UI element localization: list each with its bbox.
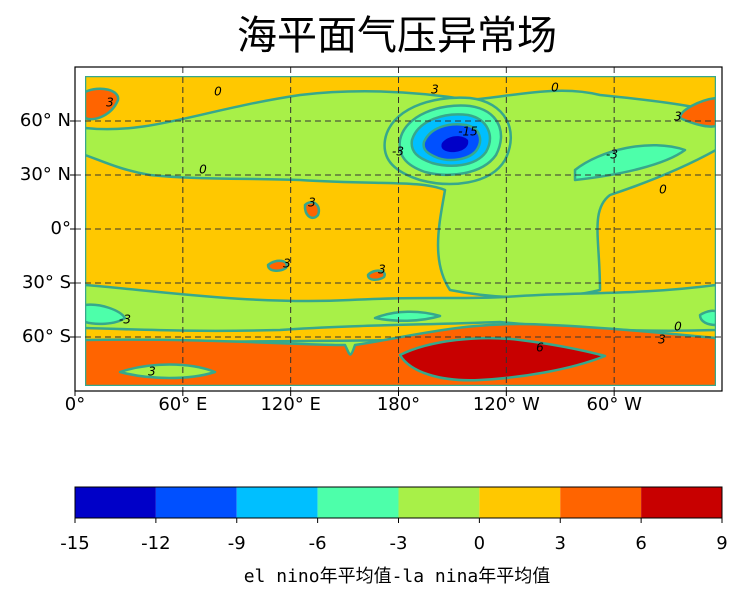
y-tick-label: 60° S [22,326,71,347]
colorbar-swatch [641,487,722,518]
y-tick-label: 30° S [22,272,71,293]
colorbar-tick-label: -9 [228,533,246,554]
map-frame [74,66,723,392]
contour-label: 3 [431,83,439,97]
contour-region [85,87,120,121]
contour-region [441,136,469,153]
contour-region [85,89,716,299]
colorbar-label: el nino年平均值-la nina年平均值 [244,566,551,587]
x-tick-label: 60° E [158,394,207,415]
contour-label: 3 [148,365,156,379]
x-tick-label: 180° [377,394,420,415]
contour-label: 0 [214,85,222,99]
contour-label: -15 [458,125,478,139]
colorbar-tick-label: 6 [635,533,646,554]
contour-region [266,259,288,272]
colorbar-tick-label: -6 [309,533,327,554]
colorbar-swatch [236,487,318,518]
colorbar-swatch [155,487,237,518]
contour-label: -3 [119,313,131,327]
contour-region [678,96,716,128]
colorbar-swatch [560,487,642,518]
colorbar-tick-label: 0 [474,533,485,554]
y-tick-label: 30° N [20,164,71,185]
colorbar-swatch [317,487,399,518]
y-tick-label: 60° N [20,110,71,131]
contour-region [398,336,607,382]
x-tick-label: 60° W [586,394,642,415]
colorbar-tick-label: -3 [390,533,408,554]
contour-label: 6 [536,341,544,355]
colorbar: -15 -12 -9 -6 -3 0 3 6 9 [60,486,728,554]
contour-label: 3 [106,96,114,110]
colorbar-swatch [479,487,561,518]
contour-label: 3 [378,263,386,277]
contour-label: 0 [199,163,207,177]
colorbar-swatch [75,487,156,518]
x-tick-label: 0° [65,394,85,415]
chart-title: 海平面气压异常场 [237,13,557,59]
colorbar-tick-label: -12 [141,533,170,554]
contour-region [85,303,127,326]
y-tick-label: 0° [51,218,71,239]
contour-label: 3 [658,333,666,347]
contour-region [573,143,687,182]
colorbar-tick-label: 9 [716,533,727,554]
x-tick-label: 120° W [473,394,540,415]
x-tick-label: 120° E [260,394,320,415]
contour-label: 0 [674,320,682,334]
contour-label: 3 [283,257,291,271]
contour-region [698,309,716,327]
map [85,76,716,386]
contour-label: 3 [308,196,316,210]
contour-region [373,310,442,323]
contour-label: 0 [551,81,559,95]
contour-label: -3 [606,148,618,162]
contour-region [366,269,386,281]
contour-label: 0 [659,183,667,197]
contour-region [85,283,716,333]
contour-region [303,200,321,220]
colorbar-tick-label: 3 [555,533,566,554]
contour-region [118,363,217,380]
contour-label: 3 [674,110,682,124]
colorbar-tick-label: -15 [60,533,89,554]
colorbar-swatch [398,487,480,518]
